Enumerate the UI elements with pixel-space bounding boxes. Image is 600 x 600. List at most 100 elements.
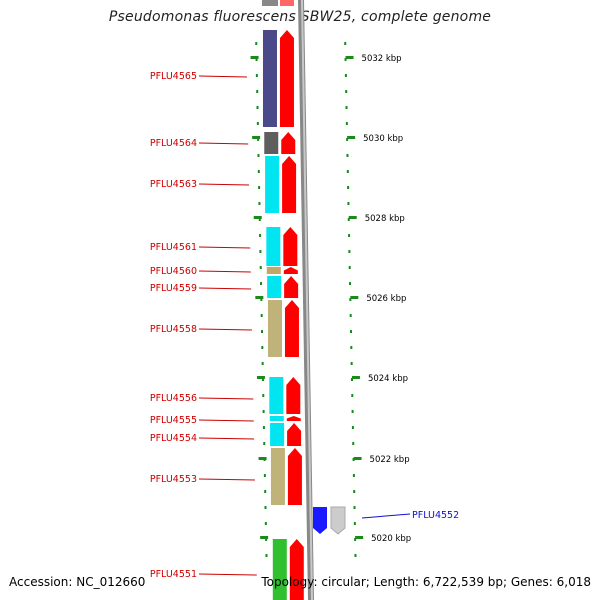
minor-tick bbox=[347, 218, 350, 221]
gene-label[interactable]: PFLU4551 bbox=[150, 569, 197, 580]
gene-feature[interactable] bbox=[269, 377, 284, 414]
cds-arrow[interactable] bbox=[284, 300, 299, 357]
label-leader-line bbox=[198, 75, 247, 78]
minor-tick bbox=[347, 186, 350, 189]
minor-tick bbox=[346, 138, 349, 141]
minor-tick bbox=[265, 538, 268, 541]
label-leader-line bbox=[361, 513, 411, 519]
gene-label[interactable]: PFLU4563 bbox=[150, 179, 197, 190]
minor-tick bbox=[351, 394, 354, 397]
cds-arrow[interactable] bbox=[283, 227, 298, 266]
minor-tick bbox=[255, 42, 258, 45]
gene-label[interactable]: PFLU4558 bbox=[150, 324, 197, 335]
cds-arrow[interactable] bbox=[289, 539, 304, 600]
minor-tick bbox=[261, 330, 263, 333]
cds-arrow[interactable] bbox=[283, 267, 298, 274]
minor-tick bbox=[346, 154, 349, 157]
minor-tick bbox=[349, 314, 352, 317]
track-top-edge-plus bbox=[280, 0, 294, 6]
gene-feature[interactable] bbox=[313, 507, 327, 534]
minor-tick bbox=[260, 298, 263, 301]
minor-tick bbox=[256, 122, 259, 125]
scale-tick-label: 5030 kbp bbox=[363, 134, 403, 144]
gene-feature[interactable] bbox=[272, 539, 287, 600]
cds-arrow[interactable] bbox=[330, 506, 346, 535]
gene-label[interactable]: PFLU4556 bbox=[150, 393, 197, 404]
minor-tick bbox=[259, 266, 262, 269]
label-leader-line bbox=[198, 287, 252, 290]
label-leader-line bbox=[198, 573, 257, 576]
minor-tick bbox=[349, 282, 352, 285]
major-tick bbox=[350, 296, 359, 299]
cds-arrow[interactable] bbox=[287, 423, 302, 446]
topology-text: Topology: circular; Length: 6,722,539 bp… bbox=[261, 575, 591, 589]
label-leader-line bbox=[198, 183, 250, 186]
label-leader-line bbox=[198, 397, 254, 400]
gene-label[interactable]: PFLU4561 bbox=[150, 242, 197, 253]
scale-tick-label: 5028 kbp bbox=[365, 214, 405, 224]
gene-feature[interactable] bbox=[270, 423, 285, 446]
minor-tick bbox=[344, 74, 347, 77]
minor-tick bbox=[255, 74, 258, 77]
track-top-edge bbox=[262, 0, 278, 6]
minor-tick bbox=[257, 170, 260, 173]
scale-tick-label: 5026 kbp bbox=[366, 294, 406, 304]
minor-tick bbox=[257, 138, 260, 141]
minor-tick bbox=[261, 378, 264, 381]
minor-tick bbox=[259, 250, 262, 253]
gene-feature[interactable] bbox=[266, 227, 281, 266]
major-tick bbox=[351, 376, 360, 379]
cds-arrow[interactable] bbox=[279, 30, 294, 127]
minor-tick bbox=[354, 554, 357, 557]
minor-tick bbox=[262, 410, 265, 413]
minor-tick bbox=[344, 58, 347, 61]
gene-label[interactable]: PFLU4554 bbox=[150, 433, 197, 444]
minor-tick bbox=[261, 346, 264, 349]
minor-tick bbox=[255, 58, 258, 61]
minor-tick bbox=[352, 474, 355, 477]
minor-tick bbox=[264, 506, 267, 509]
major-tick bbox=[348, 216, 357, 219]
minor-tick bbox=[351, 410, 354, 413]
gene-label[interactable]: PFLU4565 bbox=[150, 71, 197, 82]
cds-arrow[interactable] bbox=[282, 156, 297, 213]
minor-tick bbox=[262, 426, 265, 429]
cds-arrow[interactable] bbox=[284, 276, 299, 298]
minor-tick bbox=[264, 522, 267, 525]
minor-tick bbox=[353, 490, 356, 493]
minor-tick bbox=[260, 314, 263, 317]
label-leader-line bbox=[198, 246, 251, 249]
minor-tick bbox=[346, 170, 349, 173]
gene-label[interactable]: PFLU4552 bbox=[412, 510, 459, 521]
minor-tick bbox=[262, 394, 265, 397]
major-tick bbox=[345, 56, 354, 59]
gene-feature[interactable] bbox=[266, 267, 281, 274]
gene-feature[interactable] bbox=[265, 156, 280, 213]
gene-label[interactable]: PFLU4553 bbox=[150, 474, 197, 485]
major-tick bbox=[355, 536, 364, 539]
minor-tick bbox=[352, 442, 355, 445]
gene-feature[interactable] bbox=[269, 416, 284, 421]
minor-tick bbox=[344, 42, 347, 45]
minor-tick bbox=[354, 538, 357, 541]
gene-label[interactable]: PFLU4564 bbox=[150, 138, 197, 149]
major-tick bbox=[353, 457, 362, 460]
cds-arrow[interactable] bbox=[286, 416, 301, 421]
gene-feature[interactable] bbox=[267, 276, 282, 298]
label-leader-line bbox=[198, 478, 255, 481]
gene-label[interactable]: PFLU4560 bbox=[150, 266, 197, 277]
gene-label[interactable]: PFLU4555 bbox=[150, 415, 197, 426]
cds-arrow[interactable] bbox=[281, 132, 296, 154]
cds-arrow[interactable] bbox=[287, 448, 302, 505]
gene-feature[interactable] bbox=[267, 300, 282, 357]
gene-feature[interactable] bbox=[264, 132, 279, 154]
gene-feature[interactable] bbox=[262, 30, 277, 127]
minor-tick bbox=[350, 378, 353, 381]
minor-tick bbox=[350, 362, 353, 365]
cds-arrow[interactable] bbox=[286, 377, 301, 414]
gene-feature[interactable] bbox=[270, 448, 285, 505]
minor-tick bbox=[349, 298, 352, 301]
major-tick bbox=[250, 56, 259, 59]
major-tick bbox=[260, 536, 269, 539]
gene-label[interactable]: PFLU4559 bbox=[150, 283, 197, 294]
